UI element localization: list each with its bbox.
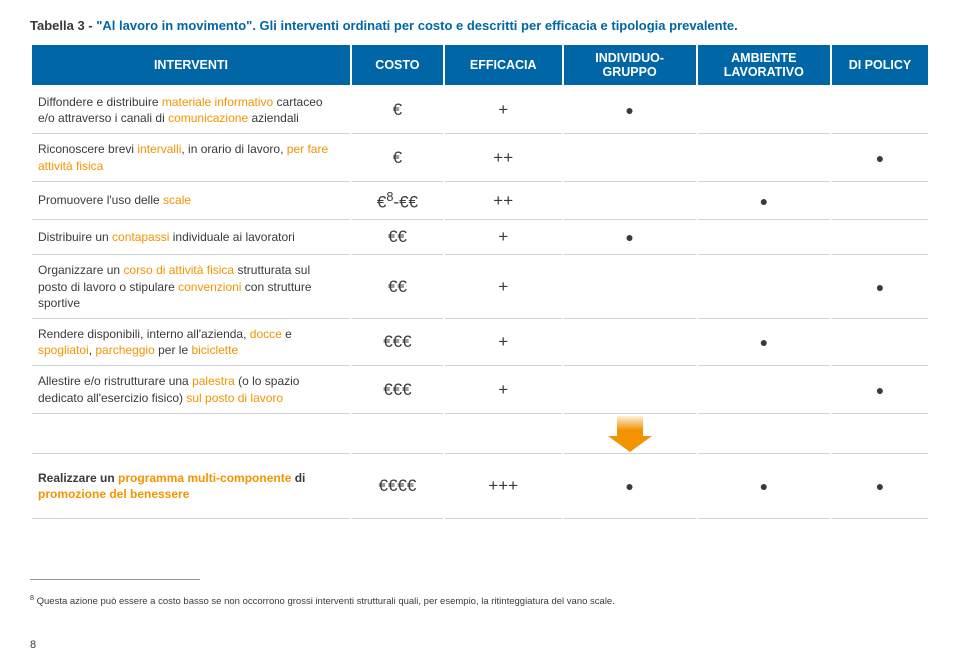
intervento-cell: Organizzare un corso di attività fisica … — [31, 255, 351, 319]
costo-cell: €€€ — [351, 318, 444, 365]
intervento-cell: Distribuire un contapassi individuale ai… — [31, 220, 351, 255]
intervento-cell: Diffondere e distribuire materiale infor… — [31, 86, 351, 134]
ambiente-cell — [697, 366, 831, 413]
table-row: Rendere disponibili, interno all'azienda… — [31, 318, 929, 365]
individuo-cell — [563, 134, 697, 181]
policy-cell: ● — [831, 366, 929, 413]
spacer-row — [31, 413, 929, 453]
individuo-cell: ● — [563, 220, 697, 255]
result-intervento: Realizzare un programma multi-componente… — [31, 453, 351, 518]
individuo-cell — [563, 318, 697, 365]
table-row: Distribuire un contapassi individuale ai… — [31, 220, 929, 255]
efficacia-cell: + — [444, 366, 563, 413]
th-ambiente: AMBIENTE LAVORATIVO — [697, 44, 831, 86]
th-interventi: INTERVENTI — [31, 44, 351, 86]
header-row: INTERVENTI COSTO EFFICACIA INDIVIDUO-GRU… — [31, 44, 929, 86]
result-efficacia: +++ — [444, 453, 563, 518]
result-row: Realizzare un programma multi-componente… — [31, 453, 929, 518]
ambiente-cell — [697, 86, 831, 134]
policy-cell: ● — [831, 255, 929, 319]
efficacia-cell: ++ — [444, 181, 563, 220]
policy-cell — [831, 86, 929, 134]
policy-cell — [831, 220, 929, 255]
caption-prefix: Tabella 3 - — [30, 18, 96, 33]
efficacia-cell: + — [444, 220, 563, 255]
costo-cell: € — [351, 86, 444, 134]
th-costo: COSTO — [351, 44, 444, 86]
th-individuo: INDIVIDUO-GRUPPO — [563, 44, 697, 86]
intervento-cell: Riconoscere brevi intervalli, in orario … — [31, 134, 351, 181]
costo-cell: €€ — [351, 220, 444, 255]
table-row: Diffondere e distribuire materiale infor… — [31, 86, 929, 134]
efficacia-cell: ++ — [444, 134, 563, 181]
costo-cell: €8-€€ — [351, 181, 444, 220]
arrow-down-icon — [563, 413, 697, 453]
th-policy: DI POLICY — [831, 44, 929, 86]
th-efficacia: EFFICACIA — [444, 44, 563, 86]
result-individuo: ● — [563, 453, 697, 518]
caption-rest: . Gli interventi ordinati per costo e de… — [252, 18, 737, 33]
costo-cell: € — [351, 134, 444, 181]
efficacia-cell: + — [444, 318, 563, 365]
table-row: Allestire e/o ristrutturare una palestra… — [31, 366, 929, 413]
efficacia-cell: + — [444, 255, 563, 319]
result-ambiente: ● — [697, 453, 831, 518]
efficacia-cell: + — [444, 86, 563, 134]
ambiente-cell — [697, 134, 831, 181]
page-number: 8 — [30, 639, 36, 651]
result-policy: ● — [831, 453, 929, 518]
costo-cell: €€€ — [351, 366, 444, 413]
individuo-cell: ● — [563, 86, 697, 134]
footnote-rule — [30, 579, 200, 580]
table-row: Organizzare un corso di attività fisica … — [31, 255, 929, 319]
policy-cell — [831, 318, 929, 365]
caption-quoted: "Al lavoro in movimento" — [96, 18, 252, 33]
ambiente-cell: ● — [697, 181, 831, 220]
costo-cell: €€ — [351, 255, 444, 319]
policy-cell: ● — [831, 134, 929, 181]
ambiente-cell: ● — [697, 318, 831, 365]
individuo-cell — [563, 181, 697, 220]
policy-cell — [831, 181, 929, 220]
individuo-cell — [563, 255, 697, 319]
intervento-cell: Rendere disponibili, interno all'azienda… — [31, 318, 351, 365]
ambiente-cell — [697, 255, 831, 319]
individuo-cell — [563, 366, 697, 413]
footnote: 8 Questa azione può essere a costo basso… — [30, 594, 930, 609]
intervento-cell: Allestire e/o ristrutturare una palestra… — [31, 366, 351, 413]
ambiente-cell — [697, 220, 831, 255]
footnote-text: Questa azione può essere a costo basso s… — [34, 596, 615, 607]
table-row: Riconoscere brevi intervalli, in orario … — [31, 134, 929, 181]
intervento-cell: Promuovere l'uso delle scale — [31, 181, 351, 220]
result-costo: €€€€ — [351, 453, 444, 518]
table-caption: Tabella 3 - "Al lavoro in movimento". Gl… — [30, 18, 930, 33]
table-row: Promuovere l'uso delle scale€8-€€++ ● — [31, 181, 929, 220]
interventi-table: INTERVENTI COSTO EFFICACIA INDIVIDUO-GRU… — [30, 43, 930, 519]
